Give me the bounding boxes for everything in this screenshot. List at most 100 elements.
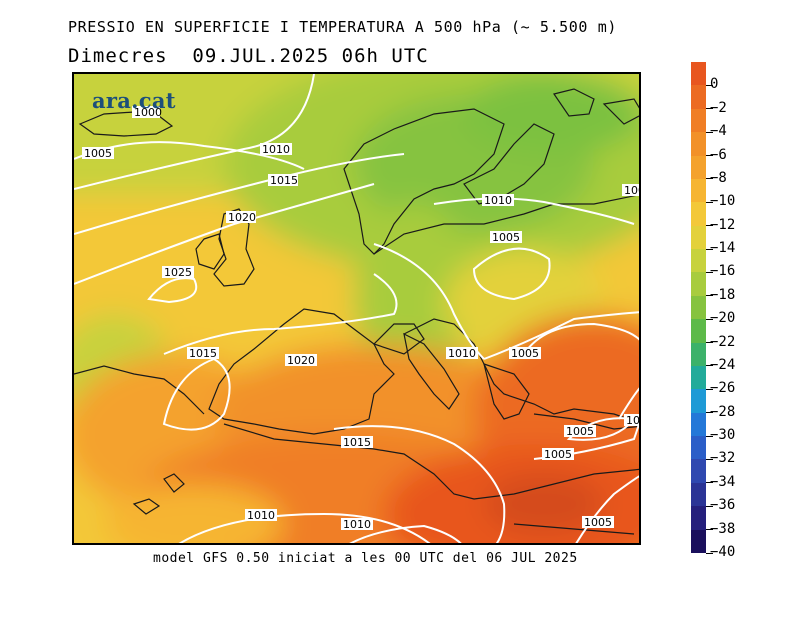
brand-logo: ara.cat [92,88,176,113]
isobar-label: 1005 [624,414,639,427]
map-canvas: 1000 1005 1010 1015 1020 1025 1010 1005 … [74,74,639,543]
colorbar-label: −40 [710,544,736,560]
colorbar-label: −12 [710,216,736,233]
colorbar-tick [706,248,713,250]
temperature-colorbar [691,62,706,554]
colorbar-tick [706,342,713,344]
svg-text:1005: 1005 [492,231,520,244]
colorbar-tick [706,388,713,390]
colorbar-segment [691,272,706,297]
colorbar-label: −24 [710,356,736,373]
svg-text:1005: 1005 [566,425,594,438]
colorbar-segment [691,365,706,390]
colorbar-segment [691,132,706,157]
isobar-label: 1005 [582,516,614,529]
colorbar-tick [706,295,713,297]
colorbar-label: −18 [710,286,736,303]
colorbar-label: −10 [710,193,736,210]
svg-text:1005: 1005 [84,147,112,160]
isobar-label: 1000 [132,106,162,119]
colorbar-tick [706,271,713,273]
colorbar-label: −26 [710,380,736,397]
colorbar-segment [691,178,706,203]
isobar-label: 1015 [268,174,298,187]
svg-text:1015: 1015 [343,436,371,449]
colorbar-label: −32 [710,450,736,467]
svg-text:1020: 1020 [287,354,315,367]
colorbar-segment [691,319,706,344]
svg-text:1005: 1005 [544,448,572,461]
svg-text:1010: 1010 [484,194,512,207]
isobar-label: 1005 [542,448,574,461]
colorbar-segment [691,225,706,250]
colorbar-label: −6 [710,146,727,163]
temperature-field [74,74,639,543]
colorbar-label: −28 [710,403,736,420]
isobar-label: 1020 [285,354,317,367]
svg-text:1025: 1025 [164,266,192,279]
isobar-label: 1010 [245,509,277,522]
colorbar-label: −22 [710,333,736,350]
svg-text:1005: 1005 [511,347,539,360]
colorbar-segment [691,529,706,554]
colorbar-segment [691,155,706,180]
colorbar-label: −30 [710,427,736,444]
colorbar-tick [706,155,713,157]
colorbar-label: −8 [710,169,727,186]
colorbar-label: −2 [710,99,727,116]
svg-text:1010: 1010 [247,509,275,522]
colorbar-label: −38 [710,520,736,537]
isobar-label: 1010 [260,143,292,156]
colorbar-tick [706,552,713,554]
colorbar-tick [706,201,713,203]
colorbar-segment [691,412,706,437]
colorbar-segment [691,506,706,531]
svg-text:1020: 1020 [228,211,256,224]
colorbar-tick [706,225,713,227]
isobar-label: 1020 [226,211,256,224]
svg-text:1005: 1005 [584,516,612,529]
colorbar-segment [691,249,706,273]
colorbar-segment [691,389,706,414]
isobars [74,74,639,543]
colorbar-tick [706,131,713,133]
colorbar-tick [706,365,713,367]
colorbar-label: −14 [710,240,736,257]
colorbar-label: −16 [710,263,736,280]
svg-text:1000: 1000 [134,106,162,119]
isobar-label: 1005 [622,184,639,197]
isobar-label: 1015 [341,436,373,449]
weather-map: 1000 1005 1010 1015 1020 1025 1010 1005 … [72,72,641,545]
isobar-label: 1010 [482,194,514,207]
colorbar-tick [706,108,713,110]
svg-text:1010: 1010 [343,518,371,531]
colorbar-segment [691,436,706,460]
colorbar-tick [706,529,713,531]
isobar-label: 1015 [187,347,219,360]
chart-title: PRESSIO EN SUPERFICIE I TEMPERATURA A 50… [68,18,617,36]
svg-text:1010: 1010 [448,347,476,360]
colorbar-tick [706,505,713,507]
colorbar-label: −20 [710,310,736,327]
isobar-labels: 1000 1005 1010 1015 1020 1025 1010 1005 … [82,106,639,531]
colorbar-label: −34 [710,473,736,490]
isobar-label: 1025 [162,266,194,279]
colorbar-label: −4 [710,123,727,140]
colorbar-segment [691,202,706,227]
svg-text:1015: 1015 [270,174,298,187]
colorbar-segment [691,108,706,133]
chart-date: Dimecres 09.JUL.2025 06h UTC [68,45,429,67]
isobar-label: 1010 [341,518,373,531]
colorbar-tick [706,412,713,414]
colorbar-tick [706,84,713,86]
colorbar-segment [691,85,706,110]
colorbar-tick [706,458,713,460]
svg-text:1010: 1010 [262,143,290,156]
isobar-label: 1005 [490,231,522,244]
svg-text:1015: 1015 [189,347,217,360]
colorbar-tick [706,318,713,320]
model-caption: model GFS 0.50 iniciat a les 00 UTC del … [153,551,578,566]
isobar-label: 1005 [509,347,541,360]
isobar-label: 1005 [564,425,596,438]
colorbar-segment [691,482,706,507]
